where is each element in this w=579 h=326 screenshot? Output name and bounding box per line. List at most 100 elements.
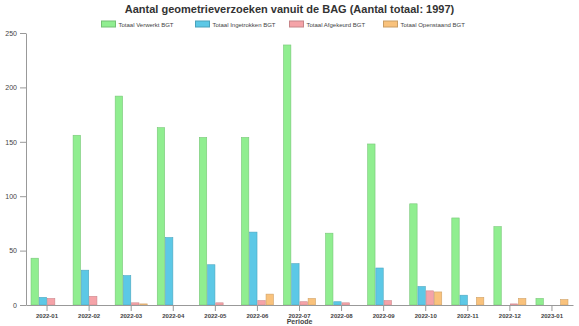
bar — [308, 298, 315, 305]
legend: Totaal Verwerkt BGTTotaal Ingetrokken BG… — [102, 21, 466, 28]
bar — [334, 302, 341, 305]
x-tick-label: 2022-04 — [162, 313, 185, 319]
y-tick: 250 — [5, 30, 26, 37]
legend-swatch — [102, 21, 116, 27]
bar — [216, 303, 223, 305]
bar — [326, 233, 333, 305]
bar — [165, 238, 172, 305]
bar — [519, 298, 526, 305]
y-tick-label: 250 — [5, 30, 17, 37]
bar — [140, 304, 147, 305]
y-tick-mark — [20, 196, 26, 197]
bar — [39, 297, 46, 305]
bar — [342, 303, 349, 305]
y-tick-label: 100 — [5, 193, 17, 200]
y-tick: 0 — [13, 302, 26, 309]
x-tick-label: 2022-05 — [204, 313, 227, 319]
x-tick-mark — [89, 305, 90, 311]
legend-label: Totaal Afgekeurd BGT — [307, 22, 366, 28]
x-tick-label: 2022-12 — [499, 313, 522, 319]
bar — [460, 295, 467, 305]
x-tick-mark — [467, 305, 468, 311]
y-tick-mark — [20, 142, 26, 143]
x-tick-label: 2022-02 — [78, 313, 101, 319]
legend-swatch — [290, 21, 304, 27]
bar — [468, 305, 475, 306]
x-tick-mark — [383, 305, 384, 311]
legend-item: Totaal Openstaand BGT — [384, 21, 466, 28]
y-tick: 200 — [5, 84, 26, 91]
y-tick-mark — [20, 305, 26, 306]
y-tick-label: 200 — [5, 84, 17, 91]
x-tick-mark — [299, 305, 300, 311]
bar — [174, 305, 181, 306]
x-tick-label: 2022-09 — [373, 313, 396, 319]
bar — [452, 218, 459, 305]
y-tick-label: 0 — [13, 302, 17, 309]
bar — [283, 45, 290, 305]
x-tick-mark — [551, 305, 552, 311]
x-tick: 2022-02 — [78, 305, 101, 319]
bar — [73, 135, 80, 305]
x-tick-label: 2022-03 — [120, 313, 143, 319]
y-axis: 0 50 100 150 200 250 — [5, 30, 26, 309]
bar — [376, 268, 383, 305]
x-tick-label: 2022-08 — [331, 313, 354, 319]
x-tick-label: 2022-01 — [36, 313, 59, 319]
x-tick: 2022-09 — [373, 305, 396, 319]
x-tick: 2022-01 — [36, 305, 59, 319]
chart: Aantal geometrieverzoeken vanuit de BAG … — [0, 0, 579, 326]
bar — [199, 137, 206, 305]
bar — [98, 305, 105, 306]
y-tick-mark — [20, 251, 26, 252]
y-axis-line — [26, 34, 27, 306]
bar — [392, 305, 399, 306]
bar-series — [31, 45, 543, 305]
x-tick-mark — [425, 305, 426, 311]
bar — [561, 300, 568, 305]
x-tick-label: 2022-11 — [457, 313, 479, 319]
legend-item: Totaal Verwerkt BGT — [102, 21, 174, 28]
y-tick-label: 150 — [5, 139, 17, 146]
y-tick-mark — [20, 87, 26, 88]
x-tick-mark — [509, 305, 510, 311]
bar — [123, 276, 130, 305]
x-tick: 2022-03 — [120, 305, 143, 319]
x-tick-mark — [341, 305, 342, 311]
bar — [157, 128, 164, 305]
legend-label: Totaal Verwerkt BGT — [119, 22, 174, 28]
bar — [350, 305, 357, 306]
bar-series — [47, 291, 517, 305]
legend-item: Totaal Afgekeurd BGT — [290, 21, 366, 28]
bar — [544, 305, 551, 306]
x-tick: 2022-06 — [246, 305, 269, 319]
bars — [31, 45, 568, 305]
bar — [434, 292, 441, 305]
y-tick: 50 — [9, 247, 26, 254]
bar — [384, 301, 391, 305]
x-tick: 2022-04 — [162, 305, 185, 319]
x-tick: 2022-12 — [499, 305, 522, 319]
x-axis-title: Periode — [287, 318, 313, 325]
bar — [494, 227, 501, 305]
bar — [241, 137, 248, 305]
x-tick-mark — [47, 305, 48, 311]
bar — [115, 96, 122, 305]
bar — [426, 291, 433, 305]
bar — [292, 264, 299, 305]
x-tick-mark — [215, 305, 216, 311]
bar — [224, 305, 231, 306]
bar — [410, 204, 417, 305]
x-tick: 2022-10 — [415, 305, 438, 319]
plot: 0 50 100 150 200 250 2022-01 2022-02 2022-03 2022… — [5, 30, 573, 320]
bar — [502, 305, 509, 306]
x-tick: 2022-11 — [457, 305, 479, 319]
bar — [418, 287, 425, 305]
bar — [476, 297, 483, 305]
bar — [266, 294, 273, 305]
x-tick-label: 2023-01 — [541, 313, 564, 319]
bar — [56, 305, 63, 306]
bar — [536, 298, 543, 305]
bar — [510, 304, 517, 305]
y-tick: 100 — [5, 193, 26, 200]
